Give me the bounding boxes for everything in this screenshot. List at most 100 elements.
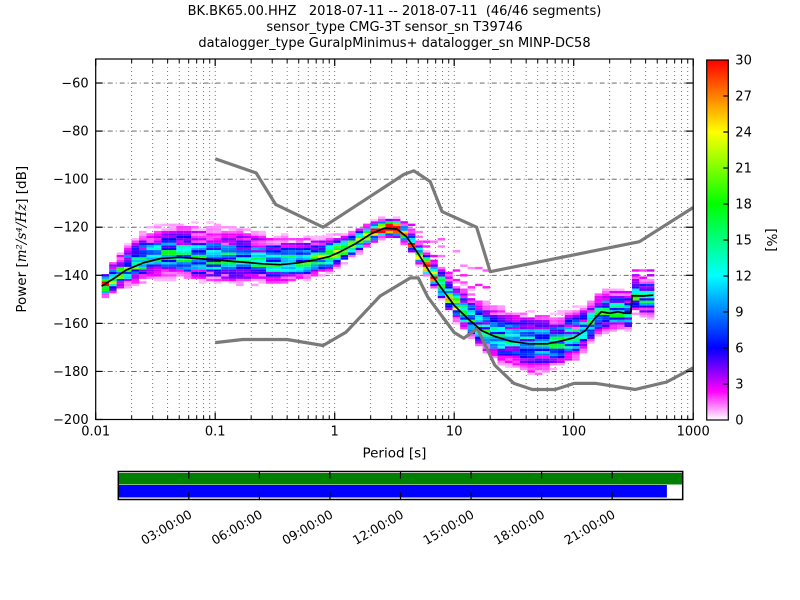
histogram-cell: [646, 305, 655, 308]
histogram-cell: [519, 329, 528, 332]
histogram-outlier-cell: [475, 266, 483, 270]
histogram-cell: [161, 247, 169, 251]
histogram-cell: [475, 334, 483, 337]
histogram-cell: [445, 300, 453, 303]
histogram-cell: [318, 254, 326, 258]
histogram-cell: [273, 238, 281, 241]
histogram-cell: [213, 264, 222, 267]
histogram-cell: [542, 360, 550, 364]
histogram-cell: [378, 226, 386, 229]
histogram-cell: [557, 346, 565, 349]
histogram-cell: [168, 254, 177, 258]
histogram-cell: [258, 242, 266, 246]
histogram-cell: [572, 317, 580, 320]
histogram-cell: [460, 324, 468, 327]
histogram-cell: [646, 295, 655, 299]
histogram-cell: [407, 240, 416, 243]
histogram-outlier-cell: [475, 283, 483, 287]
histogram-cell: [430, 286, 438, 289]
histogram-cell: [168, 278, 177, 282]
coverage-time-label: 15:00:00: [420, 507, 476, 548]
histogram-cell: [527, 341, 535, 344]
histogram-cell: [288, 250, 296, 253]
histogram-cell: [370, 238, 379, 241]
histogram-cell: [504, 324, 513, 327]
histogram-cell: [168, 233, 177, 236]
histogram-cell: [504, 314, 513, 318]
histogram-cell: [131, 245, 140, 248]
histogram-cell: [191, 262, 199, 265]
histogram-cell: [378, 233, 386, 236]
histogram-cell: [400, 235, 408, 239]
histogram-cell: [265, 262, 274, 265]
histogram-cell: [631, 286, 640, 289]
histogram-cell: [325, 247, 334, 251]
histogram-cell: [153, 245, 162, 248]
histogram-cell: [482, 310, 491, 313]
histogram-cell: [310, 240, 319, 243]
histogram-outlier-cell: [415, 235, 423, 239]
histogram-cell: [213, 254, 222, 258]
histogram-cell: [183, 274, 192, 277]
histogram-outlier-cell: [452, 269, 461, 272]
histogram-outlier-cell: [609, 290, 618, 294]
histogram-cell: [602, 326, 610, 330]
histogram-cell: [124, 257, 132, 260]
histogram-cell: [504, 312, 513, 315]
histogram-cell: [437, 283, 446, 287]
histogram-cell: [191, 233, 199, 236]
histogram-cell: [385, 228, 393, 231]
histogram-cell: [452, 298, 461, 301]
histogram-cell: [534, 365, 543, 368]
histogram-cell: [617, 288, 625, 291]
histogram-cell: [504, 331, 513, 335]
histogram-cell: [512, 338, 520, 342]
histogram-cell: [213, 276, 222, 279]
histogram-cell: [161, 254, 169, 258]
histogram-cell: [146, 252, 154, 255]
histogram-cell: [265, 276, 274, 279]
histogram-cell: [572, 324, 580, 327]
histogram-cell: [340, 262, 349, 265]
histogram-cell: [355, 247, 364, 251]
histogram-cell: [617, 314, 625, 318]
histogram-cell: [213, 271, 222, 275]
histogram-cell: [348, 247, 356, 251]
histogram-cell: [482, 326, 491, 330]
histogram-cell: [392, 226, 401, 229]
histogram-outlier-cell: [168, 269, 177, 272]
x-tick-label: 100: [561, 424, 586, 439]
histogram-cell: [153, 238, 162, 241]
histogram-outlier-cell: [422, 245, 431, 248]
y-tick-label: −140: [53, 269, 89, 284]
histogram-cell: [348, 235, 356, 239]
histogram-cell: [340, 235, 349, 239]
histogram-cell: [631, 283, 640, 287]
histogram-cell: [564, 331, 573, 335]
histogram-cell: [587, 336, 595, 339]
mode-line: [101, 227, 654, 345]
histogram-cell: [258, 266, 266, 270]
histogram-cell: [572, 305, 580, 308]
histogram-cell: [183, 276, 192, 279]
histogram-cell: [303, 271, 311, 275]
histogram-cell: [109, 262, 117, 265]
histogram-cell: [101, 288, 110, 291]
histogram-cell: [609, 329, 618, 332]
histogram-cell: [191, 228, 199, 231]
histogram-cell: [228, 271, 237, 275]
histogram-cell: [303, 278, 311, 282]
histogram-cell: [116, 276, 125, 279]
histogram-cell: [415, 264, 423, 267]
histogram-cell: [497, 307, 505, 311]
histogram-cell: [183, 269, 192, 272]
histogram-cell: [602, 307, 610, 311]
histogram-cell: [400, 240, 408, 243]
histogram-cell: [168, 266, 177, 270]
histogram-cell: [236, 281, 244, 284]
histogram-cell: [542, 358, 550, 361]
histogram-cell: [146, 245, 154, 248]
histogram-cell: [168, 230, 177, 234]
histogram-cell: [191, 274, 199, 277]
histogram-cell: [176, 228, 184, 231]
